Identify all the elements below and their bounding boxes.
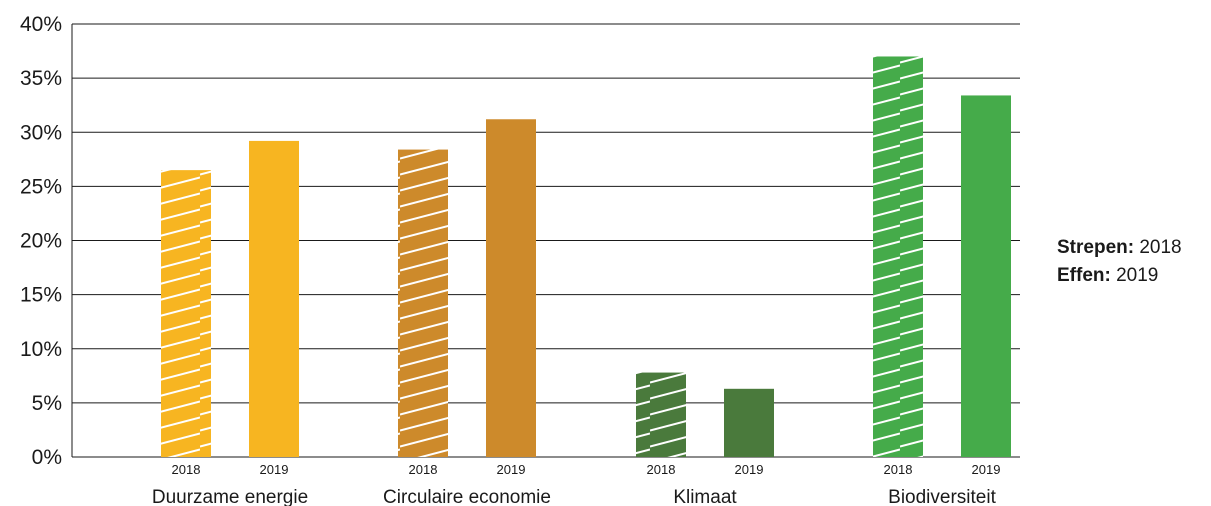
legend-striped: Strepen: 2018	[1057, 234, 1182, 262]
legend-striped-value: 2018	[1139, 237, 1182, 258]
y-tick-label: 30%	[20, 121, 62, 144]
legend-striped-key: Strepen:	[1057, 237, 1135, 258]
legend: Strepen: 2018 Effen: 2019	[1057, 234, 1182, 290]
category-label: Circulaire economie	[383, 487, 551, 506]
bar-2019-1	[486, 119, 536, 457]
y-tick-label: 15%	[20, 284, 62, 307]
bar-2018-2	[636, 372, 686, 457]
legend-solid-value: 2019	[1116, 265, 1159, 286]
y-tick-label: 5%	[32, 392, 62, 415]
x-tick-label: 2018	[172, 462, 201, 477]
y-tick-label: 25%	[20, 175, 62, 198]
x-tick-label: 2019	[497, 462, 526, 477]
y-tick-label: 20%	[20, 230, 62, 253]
y-tick-label: 0%	[32, 446, 62, 469]
bar-chart: 0%5%10%15%20%25%30%35%40% 2018 2019 2018 20…	[20, 13, 1020, 506]
bar-2019-2	[724, 388, 774, 457]
bar-2018-0	[161, 170, 211, 457]
x-tick-label: 2019	[972, 462, 1001, 477]
y-tick-label: 10%	[20, 338, 62, 361]
bar-2018-1	[398, 149, 448, 457]
x-tick-label: 2019	[260, 462, 289, 477]
x-tick-label: 2018	[884, 462, 913, 477]
x-tick-label: 2018	[409, 462, 438, 477]
legend-solid-key: Effen:	[1057, 265, 1111, 286]
category-label: Klimaat	[673, 487, 737, 506]
x-axis-ticks: 2018 2019 2018 2019 2018 2019 2018 2019	[172, 462, 1001, 477]
x-tick-label: 2018	[647, 462, 676, 477]
y-tick-label: 40%	[20, 13, 62, 36]
grid-lines	[72, 23, 1020, 458]
bar-2019-0	[249, 140, 299, 457]
category-label: Duurzame energie	[152, 487, 308, 506]
bars	[161, 56, 1011, 457]
bar-2018-3	[873, 56, 923, 457]
category-label: Biodiversiteit	[888, 487, 996, 506]
legend-solid: Effen: 2019	[1057, 262, 1182, 290]
y-axis-ticks: 0% 5% 10% 15% 20% 25% 30% 35% 40%	[20, 13, 62, 469]
x-tick-label: 2019	[735, 462, 764, 477]
bar-2019-3	[961, 95, 1011, 457]
category-labels: Duurzame energie Circulaire economie Klima…	[152, 487, 997, 506]
y-tick-label: 35%	[20, 67, 62, 90]
